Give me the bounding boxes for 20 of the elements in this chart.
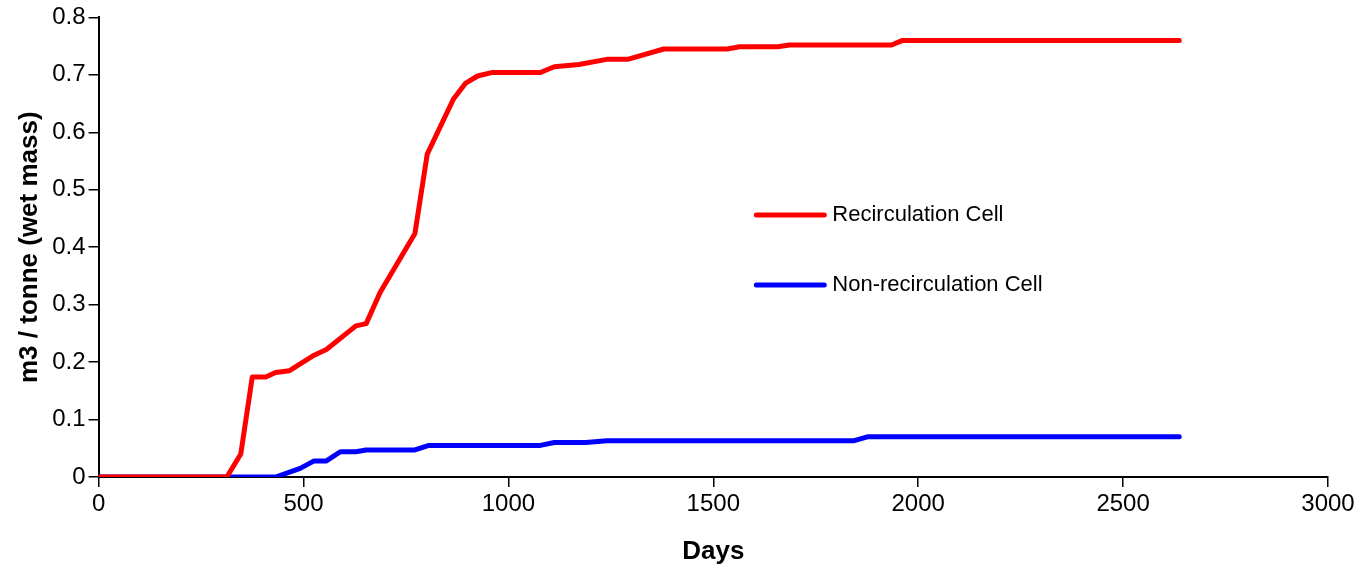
y-tick-label: 0.2	[52, 346, 86, 374]
x-tick-label: 2000	[891, 489, 945, 517]
y-tick-label: 0.3	[52, 289, 86, 317]
x-tick-label: 0	[91, 489, 106, 517]
x-tick-label: 1000	[481, 489, 536, 517]
y-tick-label: 0.8	[52, 2, 86, 30]
y-axis-title: m3 / tonne (wet mass)	[12, 111, 43, 384]
x-tick-label: 500	[283, 489, 324, 517]
y-tick-label: 0.1	[52, 404, 86, 432]
x-tick-label: 2500	[1096, 489, 1150, 517]
y-tick-label: 0.6	[52, 116, 86, 144]
x-axis-title: Days	[682, 534, 745, 565]
legend-label: Non-recirculation Cell	[832, 271, 1043, 297]
y-tick-label: 0	[72, 461, 86, 489]
legend-label: Recirculation Cell	[832, 201, 1004, 227]
y-tick-label: 0.5	[52, 174, 86, 202]
y-tick-label: 0.7	[52, 59, 86, 87]
y-tick-label: 0.4	[52, 231, 86, 259]
x-tick-label: 1500	[686, 489, 740, 517]
x-tick-label: 3000	[1301, 489, 1355, 517]
